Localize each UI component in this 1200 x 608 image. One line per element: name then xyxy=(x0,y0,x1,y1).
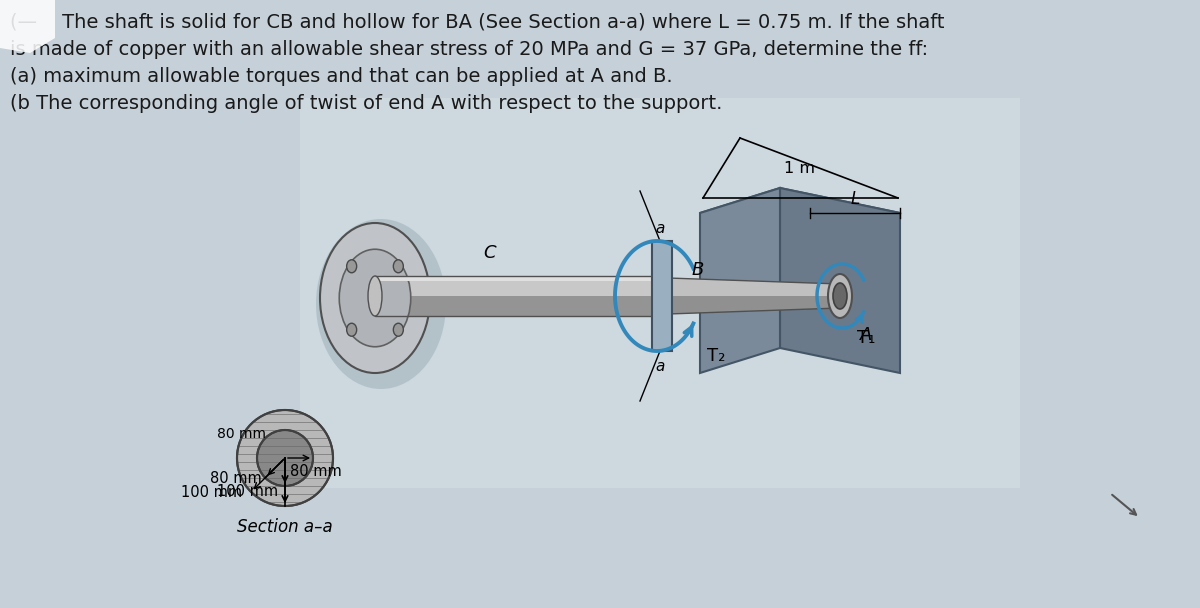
Ellipse shape xyxy=(238,410,334,506)
Ellipse shape xyxy=(394,260,403,273)
Polygon shape xyxy=(374,296,660,316)
Text: L: L xyxy=(851,190,859,208)
Ellipse shape xyxy=(320,223,430,373)
Polygon shape xyxy=(700,188,780,373)
Ellipse shape xyxy=(340,249,410,347)
Text: 1 m: 1 m xyxy=(785,161,816,176)
Ellipse shape xyxy=(368,276,382,316)
Polygon shape xyxy=(0,0,55,53)
Text: 100 mm: 100 mm xyxy=(181,485,242,500)
Polygon shape xyxy=(780,188,900,373)
Text: C: C xyxy=(484,244,497,262)
Text: a: a xyxy=(655,221,665,236)
Text: (a) maximum allowable torques and that can be applied at A and B.: (a) maximum allowable torques and that c… xyxy=(10,67,673,86)
Text: (b The corresponding angle of twist of end A with respect to the support.: (b The corresponding angle of twist of e… xyxy=(10,94,722,113)
Text: 100 mm: 100 mm xyxy=(217,485,278,500)
Text: (—    The shaft is solid for CB and hollow for BA (See Section a-a) where L = 0.: (— The shaft is solid for CB and hollow … xyxy=(10,13,944,32)
Ellipse shape xyxy=(833,283,847,309)
Text: a: a xyxy=(655,359,665,374)
Text: T₁: T₁ xyxy=(857,329,875,347)
Ellipse shape xyxy=(347,260,356,273)
Text: is made of copper with an allowable shear stress of 20 MPa and G = 37 GPa, deter: is made of copper with an allowable shea… xyxy=(10,40,928,59)
Polygon shape xyxy=(652,241,672,351)
Ellipse shape xyxy=(257,430,313,486)
Text: A: A xyxy=(860,326,872,344)
Text: 80 mm: 80 mm xyxy=(210,471,262,486)
Text: 80 mm: 80 mm xyxy=(290,465,342,480)
Polygon shape xyxy=(374,276,660,296)
Text: 80 mm: 80 mm xyxy=(217,427,266,441)
Polygon shape xyxy=(668,278,840,296)
Text: Section a–a: Section a–a xyxy=(238,518,332,536)
Ellipse shape xyxy=(828,274,852,318)
Ellipse shape xyxy=(347,323,356,336)
Polygon shape xyxy=(300,98,1020,488)
Ellipse shape xyxy=(394,323,403,336)
Polygon shape xyxy=(668,296,840,314)
Text: B: B xyxy=(692,261,704,279)
Ellipse shape xyxy=(316,219,446,389)
Text: T₂: T₂ xyxy=(707,347,725,365)
Polygon shape xyxy=(374,276,660,281)
Polygon shape xyxy=(700,188,900,238)
